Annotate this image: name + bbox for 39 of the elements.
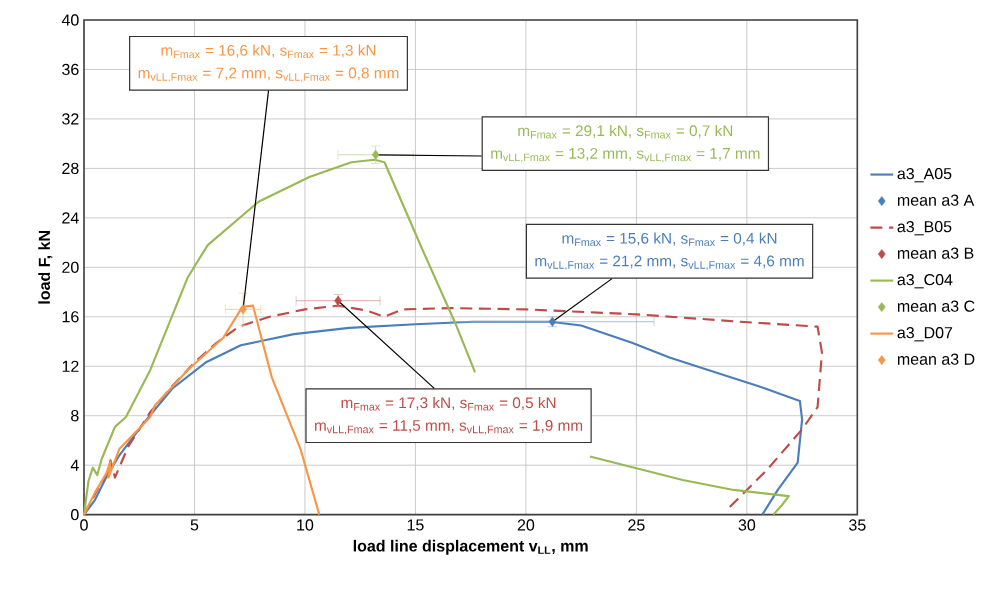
y-tick-label: 12 [62, 360, 79, 373]
y-tick-label: 16 [62, 311, 79, 323]
point [239, 304, 247, 315]
y-tick-label: 20 [62, 261, 79, 274]
annotation: m$_{vLL,Fmax}$ = 11,5 mm, s$_{vLL,Fmax}$ = 1,9 mm [315, 420, 583, 435]
text: load line displacement v$_{LL}$, mm [353, 540, 588, 555]
x-tick-label: 0 [80, 519, 88, 531]
annotation: m$_{Fmax}$ = 16,6 kN, s$_{Fmax}$ = 1,3 kN [161, 44, 376, 59]
x-tick-label: 20 [517, 519, 535, 531]
y-tick-label: 8 [71, 410, 79, 422]
annotation: m$_{Fmax}$ = 15,6 kN, s$_{Fmax}$ = 0,4 kN [562, 232, 777, 247]
x-tick-label: 10 [297, 519, 314, 531]
legend-label: a3_D07 [897, 327, 953, 342]
y-tick-label: 4 [70, 459, 79, 471]
y-tick-label: 40 [61, 14, 79, 26]
annotation: m$_{vLL,Fmax}$ = 7,2 mm, s$_{vLL,Fmax}$ = 0,8 mm [138, 67, 399, 83]
y-tick-label: 24 [62, 212, 79, 224]
y-tick-label: 28 [62, 162, 79, 175]
x-tick-label: 35 [849, 519, 866, 531]
annotation: m$_{Fmax}$ = 17,3 kN, s$_{Fmax}$ = 0,5 kN [341, 397, 556, 411]
legend-label: mean a3 D [897, 353, 975, 365]
annotation: m$_{Fmax}$ = 29,1 kN, s$_{Fmax}$ = 0,7 kN [518, 125, 733, 139]
x-tick-label: 15 [407, 519, 424, 531]
legend-label: mean a3 B [897, 247, 974, 259]
legend-label: a3_A05 [897, 168, 952, 183]
legend-label: mean a3 C [897, 300, 975, 312]
y-tick-label: 32 [62, 113, 79, 125]
legend-label: mean a3 A [897, 194, 975, 206]
y-tick-label: 0 [71, 509, 79, 521]
legend-label: a3_C04 [897, 274, 953, 289]
y-tick-label: 36 [62, 63, 79, 76]
annotation: m$_{vLL,Fmax}$ = 21,2 mm, s$_{vLL,Fmax}$ = 4,6 mm [535, 255, 804, 271]
y-axis-title: load F, kN [38, 231, 53, 304]
legend-label: a3_B05 [897, 221, 952, 236]
annotation: m$_{vLL,Fmax}$ = 13,2 mm, s$_{vLL,Fmax}$ = 1,7 mm [491, 148, 760, 163]
x-tick-label: 25 [628, 519, 645, 531]
x-tick-label: 5 [190, 519, 199, 531]
point [371, 150, 380, 160]
x-tick-label: 30 [738, 519, 756, 531]
